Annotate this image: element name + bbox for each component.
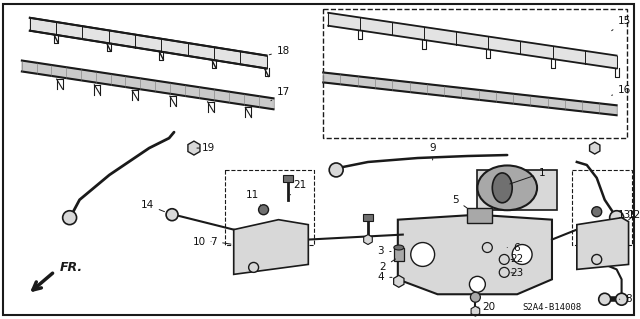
Circle shape (592, 207, 602, 217)
Bar (477, 170, 557, 210)
Polygon shape (234, 220, 308, 274)
Circle shape (411, 242, 435, 266)
Circle shape (512, 245, 532, 264)
Bar (467, 208, 492, 223)
Text: 3: 3 (378, 247, 391, 256)
Polygon shape (328, 13, 616, 69)
Circle shape (166, 209, 178, 221)
Circle shape (483, 242, 492, 253)
Circle shape (592, 255, 602, 264)
Bar (363, 214, 373, 221)
Polygon shape (398, 215, 552, 294)
Text: 7: 7 (211, 237, 231, 247)
Text: 13: 13 (618, 210, 631, 220)
Text: 16: 16 (612, 85, 631, 95)
Text: 12: 12 (628, 210, 640, 220)
Circle shape (616, 293, 628, 305)
Circle shape (329, 163, 343, 177)
Text: 18: 18 (269, 46, 290, 56)
Text: 10: 10 (193, 237, 211, 247)
Polygon shape (577, 218, 628, 270)
Ellipse shape (477, 166, 537, 210)
Text: 23: 23 (511, 268, 524, 278)
Circle shape (470, 292, 481, 302)
Circle shape (499, 267, 509, 277)
Circle shape (469, 276, 485, 292)
Bar (225, 170, 314, 245)
Bar (572, 170, 632, 245)
Text: 8: 8 (620, 294, 632, 304)
Text: 11: 11 (246, 190, 261, 205)
Text: 20: 20 (477, 302, 495, 312)
Bar (284, 175, 293, 182)
Circle shape (599, 293, 611, 305)
Text: 4: 4 (378, 272, 392, 282)
Polygon shape (30, 18, 266, 69)
Text: 6: 6 (508, 242, 520, 253)
Text: FR.: FR. (60, 261, 83, 274)
Text: S2A4-B14008: S2A4-B14008 (522, 303, 582, 312)
Circle shape (610, 211, 623, 225)
Circle shape (259, 205, 269, 215)
Text: 22: 22 (511, 255, 524, 264)
Text: 15: 15 (612, 16, 631, 31)
Text: 17: 17 (271, 87, 290, 101)
Bar (394, 248, 404, 262)
Text: 5: 5 (452, 195, 467, 208)
Text: 1: 1 (510, 168, 545, 184)
Bar (323, 9, 627, 138)
Polygon shape (323, 72, 616, 115)
Text: 19: 19 (197, 143, 216, 153)
Ellipse shape (394, 245, 404, 250)
Circle shape (499, 255, 509, 264)
Circle shape (248, 263, 259, 272)
Polygon shape (22, 61, 273, 109)
Circle shape (63, 211, 77, 225)
Text: 21: 21 (291, 180, 307, 195)
Text: 14: 14 (141, 200, 164, 212)
Ellipse shape (492, 173, 512, 203)
Text: 2: 2 (380, 259, 396, 272)
Text: 9: 9 (429, 143, 436, 160)
